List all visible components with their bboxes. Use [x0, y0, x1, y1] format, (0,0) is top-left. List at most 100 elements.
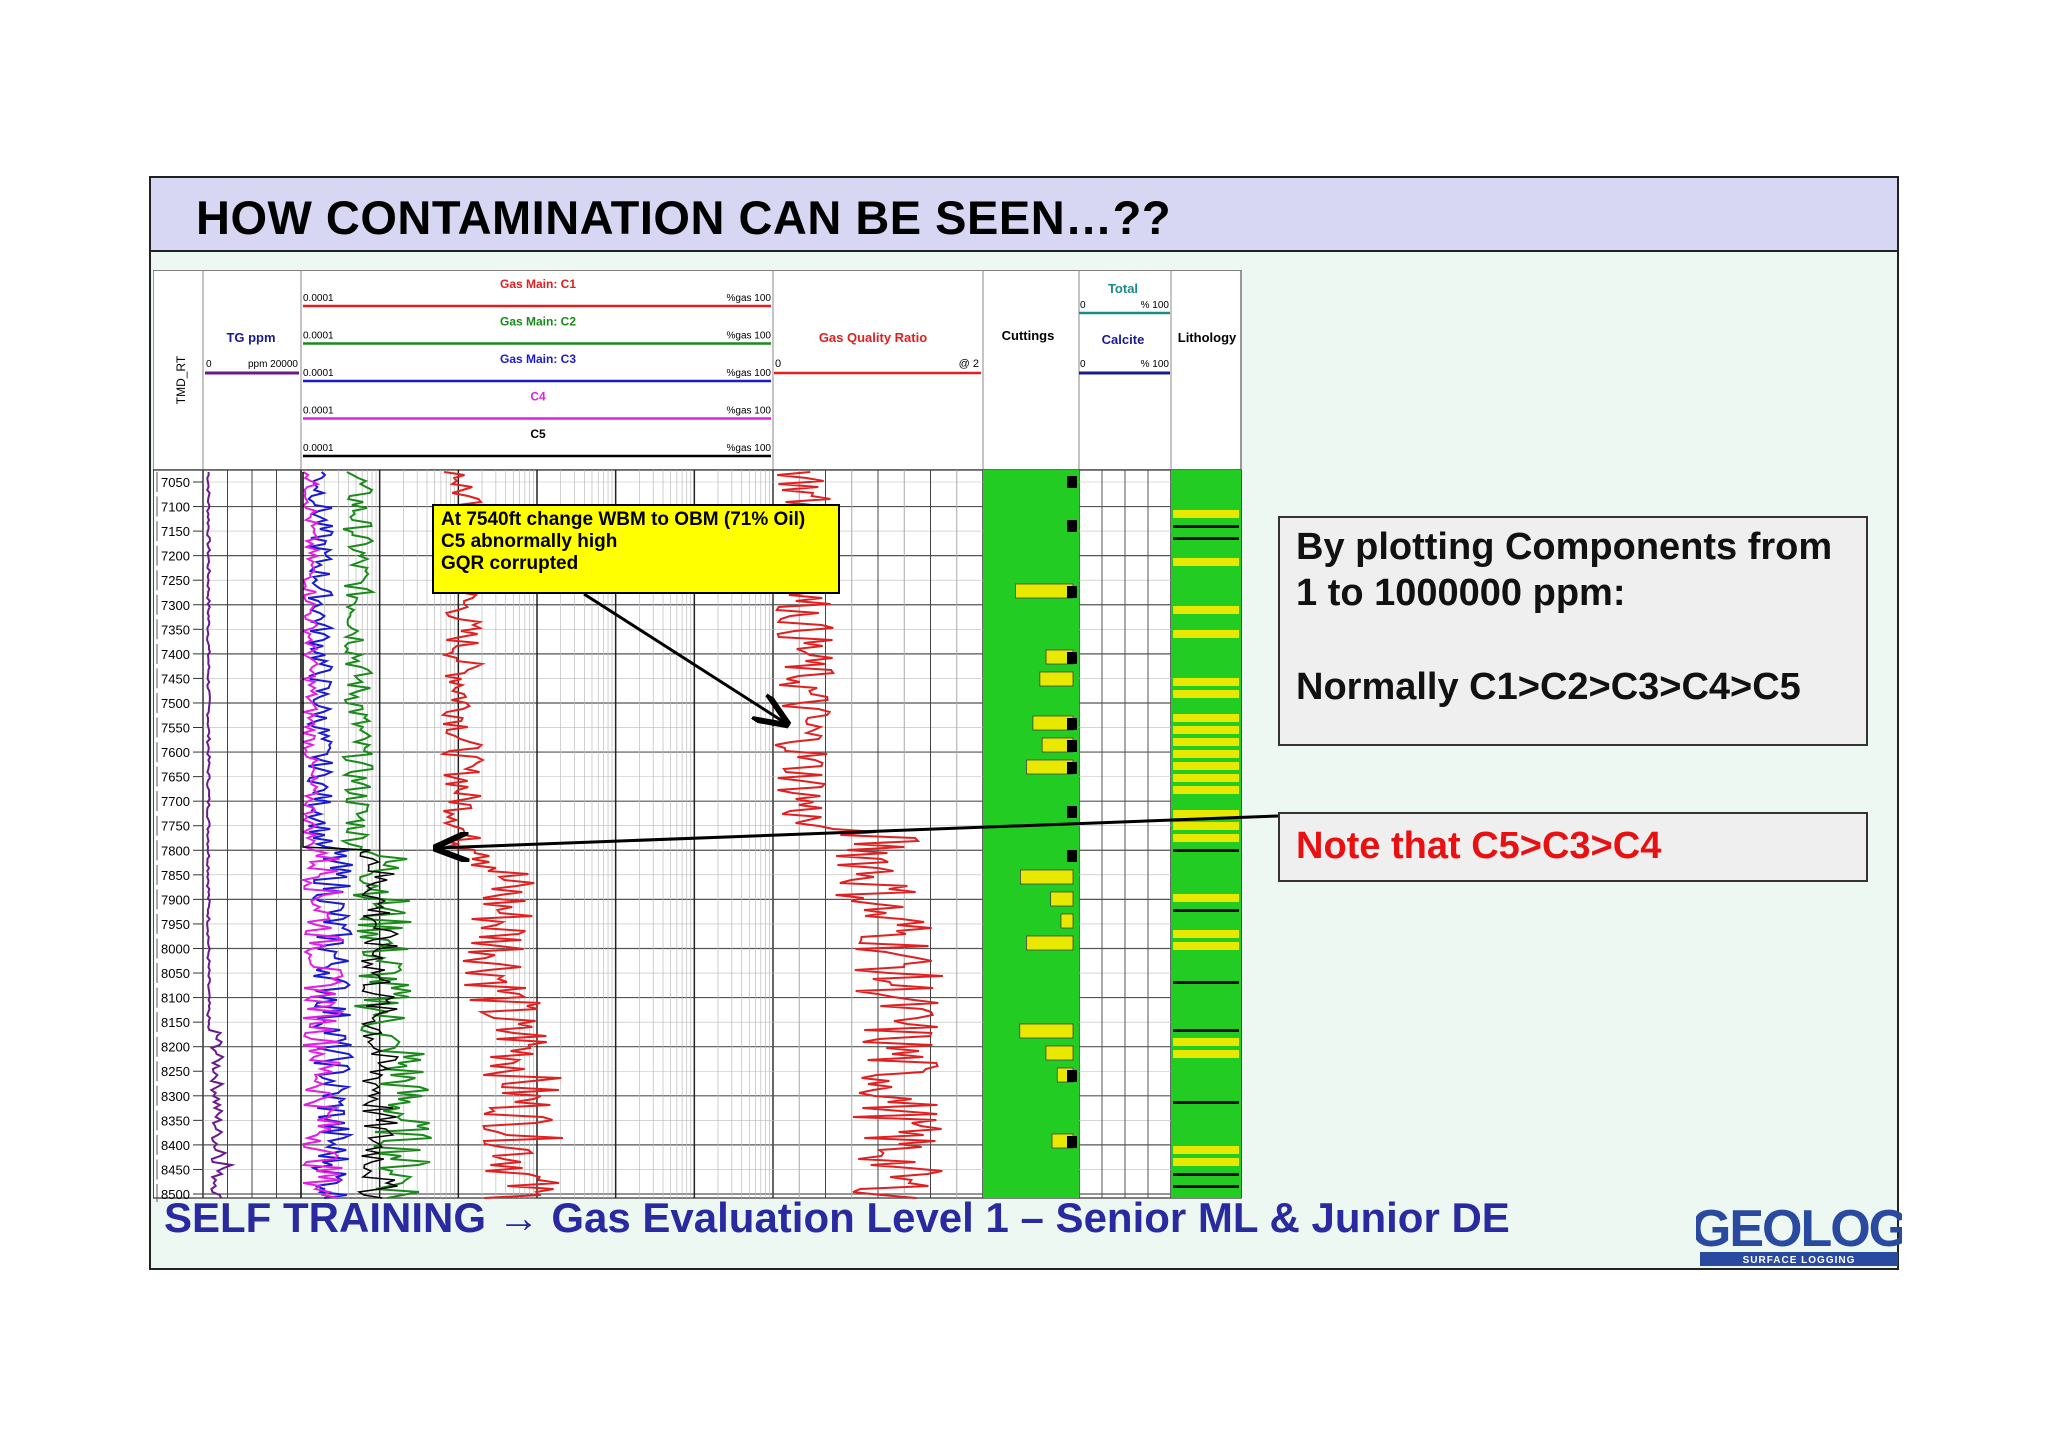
lithology-band-dark — [1173, 909, 1239, 912]
depth-label: 8350 — [161, 1113, 190, 1128]
lithology-band — [1173, 1038, 1239, 1046]
lithology-band — [1173, 1158, 1239, 1166]
gas-track-min: 0.0001 — [303, 443, 334, 454]
slide-title: HOW CONTAMINATION CAN BE SEEN…?? — [196, 191, 1172, 244]
depth-label: 7850 — [161, 868, 190, 883]
callout-line-2: C5 abnormally high — [441, 531, 618, 552]
lithology-band — [1173, 714, 1239, 722]
note-line-1: By plotting Components from — [1296, 526, 1833, 568]
gqr-max: @ 2 — [959, 358, 979, 370]
cuttings-marker — [1067, 718, 1077, 730]
lithology-band — [1173, 786, 1239, 794]
note-arrow — [436, 814, 1279, 848]
cuttings-marker — [1067, 806, 1077, 818]
callout-line-3: GQR corrupted — [441, 553, 579, 574]
lithology-band — [1173, 942, 1239, 950]
lithology-band — [1173, 690, 1239, 698]
depth-label: 8500 — [161, 1187, 190, 1202]
cuttings-marker — [1067, 762, 1077, 774]
cuttings-marker — [1067, 850, 1077, 862]
depth-label: 7100 — [161, 500, 190, 515]
cuttings-block — [1039, 671, 1074, 687]
cuttings-block — [1050, 891, 1074, 907]
depth-label: 7550 — [161, 721, 190, 736]
svg-text:SURFACE LOGGING: SURFACE LOGGING — [1743, 1255, 1856, 1266]
calcite-header: Calcite — [1102, 332, 1145, 347]
depth-label: 7900 — [161, 892, 190, 907]
depth-label: 7400 — [161, 647, 190, 662]
gas-track-max: %gas 100 — [727, 331, 772, 342]
lithology-band — [1173, 1050, 1239, 1058]
geolog-logo: GEOLOG SURFACE LOGGING — [1696, 1200, 1902, 1266]
depth-label: 7250 — [161, 573, 190, 588]
gas-track-min: 0.0001 — [303, 406, 334, 417]
gas-track-min: 0.0001 — [303, 293, 334, 304]
depth-label: 8200 — [161, 1040, 190, 1055]
depth-label: 7200 — [161, 549, 190, 564]
callout-line-1: At 7540ft change WBM to OBM (71% Oil) — [441, 509, 806, 530]
gas-track-title: Gas Main: C1 — [500, 277, 576, 291]
total-min: 0 — [1080, 300, 1086, 311]
cuttings-block — [1019, 1023, 1074, 1039]
lithology-band — [1173, 774, 1239, 782]
depth-label: 7450 — [161, 671, 190, 686]
gas-track-max: %gas 100 — [727, 443, 772, 454]
gas-track-max: %gas 100 — [727, 406, 772, 417]
gqr-header: Gas Quality Ratio — [819, 330, 927, 345]
gas-track-title: Gas Main: C2 — [500, 315, 576, 329]
lithology-band — [1173, 810, 1239, 818]
arrows-overlay — [151, 592, 1279, 1272]
depth-label: 7800 — [161, 843, 190, 858]
gas-track-min: 0.0001 — [303, 368, 334, 379]
tg-header: TG ppm — [226, 330, 275, 345]
callout-arrow — [583, 592, 787, 724]
title-bar: HOW CONTAMINATION CAN BE SEEN…?? — [151, 178, 1897, 252]
depth-label: 7300 — [161, 598, 190, 613]
depth-label: 8100 — [161, 991, 190, 1006]
note-line-3: Normally C1>C2>C3>C4>C5 — [1296, 666, 1801, 708]
lithology-band — [1173, 930, 1239, 938]
cuttings-block — [1060, 913, 1074, 929]
lithology-band — [1173, 606, 1239, 614]
cuttings-block — [1045, 1045, 1074, 1061]
lithology-band — [1173, 726, 1239, 734]
total-max: % 100 — [1141, 300, 1170, 311]
gas-track-title: C4 — [530, 390, 546, 404]
depth-label: 7750 — [161, 819, 190, 834]
cuttings-marker — [1067, 586, 1077, 598]
cuttings-marker — [1067, 1070, 1077, 1082]
lithology-band — [1173, 1146, 1239, 1154]
gas-track-title: Gas Main: C3 — [500, 352, 576, 366]
cuttings-marker — [1067, 520, 1077, 532]
footer-text: SELF TRAINING → Gas Evaluation Level 1 –… — [164, 1194, 1510, 1241]
gas-track-min: 0.0001 — [303, 331, 334, 342]
cuttings-marker — [1067, 1136, 1077, 1148]
gqr-min: 0 — [775, 358, 781, 370]
svg-text:GEOLOG: GEOLOG — [1696, 1200, 1902, 1258]
lithology-band — [1173, 510, 1239, 518]
lithology-band-dark — [1173, 849, 1239, 852]
depth-header: TMD_RT — [174, 355, 188, 404]
lithology-band — [1173, 678, 1239, 686]
depth-label: 8400 — [161, 1138, 190, 1153]
cuttings-block — [1020, 869, 1074, 885]
lithology-band — [1173, 822, 1239, 830]
lithology-band-dark — [1173, 525, 1239, 528]
c2-curve — [339, 471, 432, 1199]
depth-label: 8300 — [161, 1089, 190, 1104]
depth-label: 7600 — [161, 745, 190, 760]
tg-max: ppm 20000 — [248, 359, 298, 370]
lithology-band-dark — [1173, 537, 1239, 540]
note-box-components: By plotting Components from 1 to 1000000… — [1278, 516, 1868, 746]
depth-label: 7700 — [161, 794, 190, 809]
lithology-band-dark — [1173, 1029, 1239, 1032]
depth-label: 7500 — [161, 696, 190, 711]
lithology-band-dark — [1173, 981, 1239, 984]
c4-curve — [299, 471, 345, 1199]
calcite-max: % 100 — [1141, 359, 1170, 370]
lithology-band — [1173, 834, 1239, 842]
c3-curve — [304, 471, 355, 1199]
tg-min: 0 — [206, 359, 212, 370]
cuttings-marker — [1067, 652, 1077, 664]
depth-label: 8050 — [161, 966, 190, 981]
